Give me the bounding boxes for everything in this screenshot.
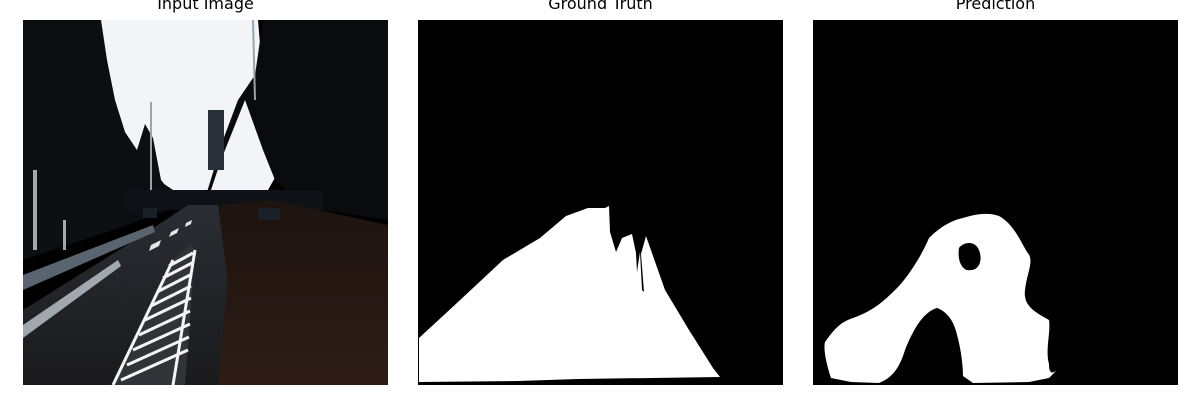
ground-truth-title: Ground Truth (548, 0, 653, 13)
right-trees (203, 20, 388, 220)
input-image (23, 20, 388, 385)
input-image-title: Input Image (157, 0, 254, 13)
road-region-ground-truth (419, 206, 720, 382)
ground-truth-panel (418, 20, 783, 385)
ground-truth-mask (418, 20, 783, 385)
input-image-panel (23, 20, 388, 385)
sidewalk (23, 225, 155, 290)
roadside-ground (218, 200, 388, 385)
hatched-lane-marking (111, 244, 197, 385)
prediction-mask (813, 20, 1178, 385)
road-region-prediction (824, 213, 1057, 383)
prediction-title: Prediction (955, 0, 1036, 13)
prediction-panel (813, 20, 1178, 385)
